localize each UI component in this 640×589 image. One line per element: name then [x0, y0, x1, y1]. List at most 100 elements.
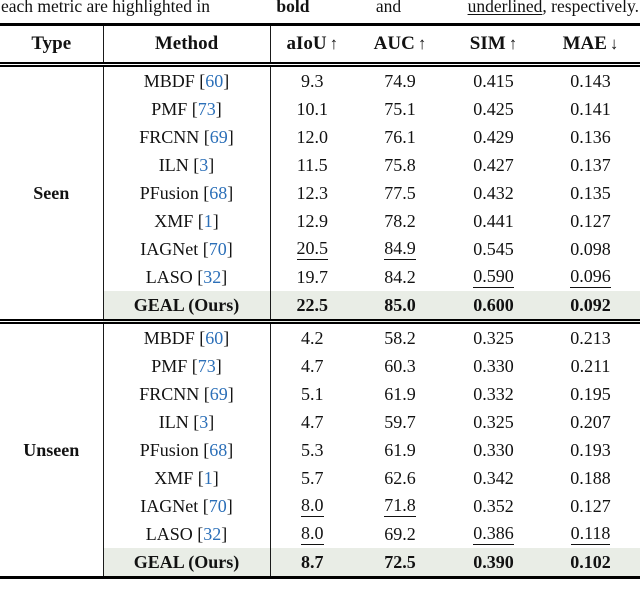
metric-value: 0.427 [473, 154, 514, 175]
citation-link[interactable]: 3 [199, 154, 209, 175]
metric-value: 4.2 [301, 327, 324, 348]
citation-link[interactable]: 70 [208, 495, 227, 516]
table-row: PMF [73] 4.7 60.3 0.330 0.211 [0, 352, 640, 380]
metric-value: 0.386 [446, 520, 541, 548]
citation-link[interactable]: 1 [203, 210, 213, 231]
citation-link[interactable]: 69 [209, 383, 228, 404]
method-cell: LASO [32] [103, 263, 271, 291]
citation-link[interactable]: 73 [197, 98, 216, 119]
caption-underlined-word: underlined [467, 0, 543, 16]
metric-value: 74.9 [384, 70, 416, 91]
metric-value: 0.193 [570, 439, 611, 460]
metric-value: 76.1 [384, 126, 416, 147]
metric-value: 0.330 [473, 439, 514, 460]
metric-value: 0.188 [570, 467, 611, 488]
metric-value: 0.342 [473, 467, 514, 488]
method-cell: MBDF [60] [103, 321, 271, 352]
metric-value: 12.3 [296, 182, 329, 203]
metric-value: 62.6 [384, 467, 416, 488]
metric-value: 9.3 [301, 70, 324, 91]
metric-value: 0.092 [541, 291, 640, 324]
down-arrow-icon: ↓ [609, 34, 619, 53]
results-table: Type Method aIoU ↑ AUC ↑ SIM ↑ MAE ↓ Seen MBD… [0, 23, 640, 579]
citation-link[interactable]: 68 [209, 439, 228, 460]
method-cell: PFusion [68] [103, 179, 271, 207]
citation-link[interactable]: 32 [203, 523, 222, 544]
citation-link[interactable]: 60 [205, 70, 224, 91]
citation-link[interactable]: 73 [197, 355, 216, 376]
metric-value: 0.415 [473, 70, 514, 91]
underlined-metric-value: 71.8 [384, 495, 416, 518]
table-row: Seen MBDF [60] 9.3 74.9 0.415 0.143 [0, 64, 640, 324]
col-header-sim: SIM ↑ [446, 24, 541, 67]
metric-value: 0.135 [570, 182, 611, 203]
up-arrow-icon: ↑ [508, 34, 518, 53]
citation-link[interactable]: 70 [208, 238, 227, 259]
type-label-seen: Seen [0, 64, 104, 324]
metric-value: 0.102 [541, 548, 640, 578]
metric-value: 0.098 [570, 238, 611, 259]
metric-value: 0.600 [446, 291, 541, 324]
metric-value: 0.195 [570, 383, 611, 404]
table-row: ILN [3] 4.7 59.7 0.325 0.207 [0, 408, 640, 436]
citation-link[interactable]: 3 [199, 411, 209, 432]
metric-value: 0.211 [570, 355, 611, 376]
metric-value: 71.8 [354, 492, 446, 520]
method-cell: PFusion [68] [103, 436, 271, 464]
metric-value: 5.1 [301, 383, 324, 404]
table-row: XMF [1] 5.7 62.6 0.342 0.188 [0, 464, 640, 492]
col-header-auc: AUC ↑ [354, 24, 446, 67]
metric-value: 12.0 [296, 126, 329, 147]
metric-value: 61.9 [384, 383, 416, 404]
citation-link[interactable]: 32 [203, 266, 222, 287]
up-arrow-icon: ↑ [417, 34, 427, 53]
metric-value: 60.3 [384, 355, 416, 376]
caption-part3: , respectively. [542, 0, 639, 16]
metric-value: 0.425 [473, 98, 514, 119]
citation-link[interactable]: 68 [209, 182, 228, 203]
metric-value: 0.143 [570, 70, 611, 91]
metric-value: 0.332 [473, 383, 514, 404]
metric-value: 75.8 [384, 154, 416, 175]
col-header-aiou: aIoU ↑ [270, 24, 354, 67]
metric-value: 72.5 [354, 548, 446, 578]
caption-bold-word: bold [276, 0, 310, 16]
metric-value: 0.545 [473, 238, 514, 259]
table-row: PFusion [68] 12.3 77.5 0.432 0.135 [0, 179, 640, 207]
metric-value: 0.325 [473, 411, 514, 432]
table-row: LASO [32] 8.0 69.2 0.386 0.118 [0, 520, 640, 548]
metric-value: 0.096 [541, 263, 640, 291]
metric-value: 0.325 [473, 327, 514, 348]
section-unseen: Unseen MBDF [60] 4.2 58.2 0.325 0.213 PMF [73]… [0, 321, 640, 578]
caption-part1: each metric are highlighted in [1, 0, 210, 16]
metric-value: 61.9 [384, 439, 416, 460]
header-row: Type Method aIoU ↑ AUC ↑ SIM ↑ MAE ↓ [0, 24, 640, 67]
method-cell: XMF [1] [103, 207, 271, 235]
metric-value: 0.127 [570, 210, 611, 231]
metric-value: 0.127 [570, 495, 611, 516]
metric-value: 11.5 [296, 154, 328, 175]
metric-value: 5.3 [301, 439, 324, 460]
method-cell: FRCNN [69] [103, 380, 271, 408]
col-header-mae: MAE ↓ [541, 24, 640, 67]
method-cell: LASO [32] [103, 520, 271, 548]
table-row: IAGNet [70] 8.0 71.8 0.352 0.127 [0, 492, 640, 520]
underlined-metric-value: 0.118 [570, 523, 611, 546]
underlined-metric-value: 0.590 [473, 266, 514, 289]
method-cell: ILN [3] [103, 408, 271, 436]
metric-value: 4.7 [301, 355, 324, 376]
metric-value: 20.5 [270, 235, 354, 263]
metric-value: 0.330 [473, 355, 514, 376]
method-cell: GEAL (Ours) [103, 548, 271, 578]
metric-value: 0.137 [570, 154, 611, 175]
table-caption: each metric are highlighted in bold and … [0, 0, 640, 16]
method-cell: ILN [3] [103, 151, 271, 179]
metric-value: 0.207 [570, 411, 611, 432]
underlined-metric-value: 8.0 [301, 495, 324, 518]
method-cell: GEAL (Ours) [103, 291, 271, 324]
citation-link[interactable]: 1 [203, 467, 213, 488]
col-header-type: Type [0, 24, 104, 67]
citation-link[interactable]: 60 [205, 327, 224, 348]
citation-link[interactable]: 69 [209, 126, 228, 147]
metric-value: 0.441 [473, 210, 514, 231]
